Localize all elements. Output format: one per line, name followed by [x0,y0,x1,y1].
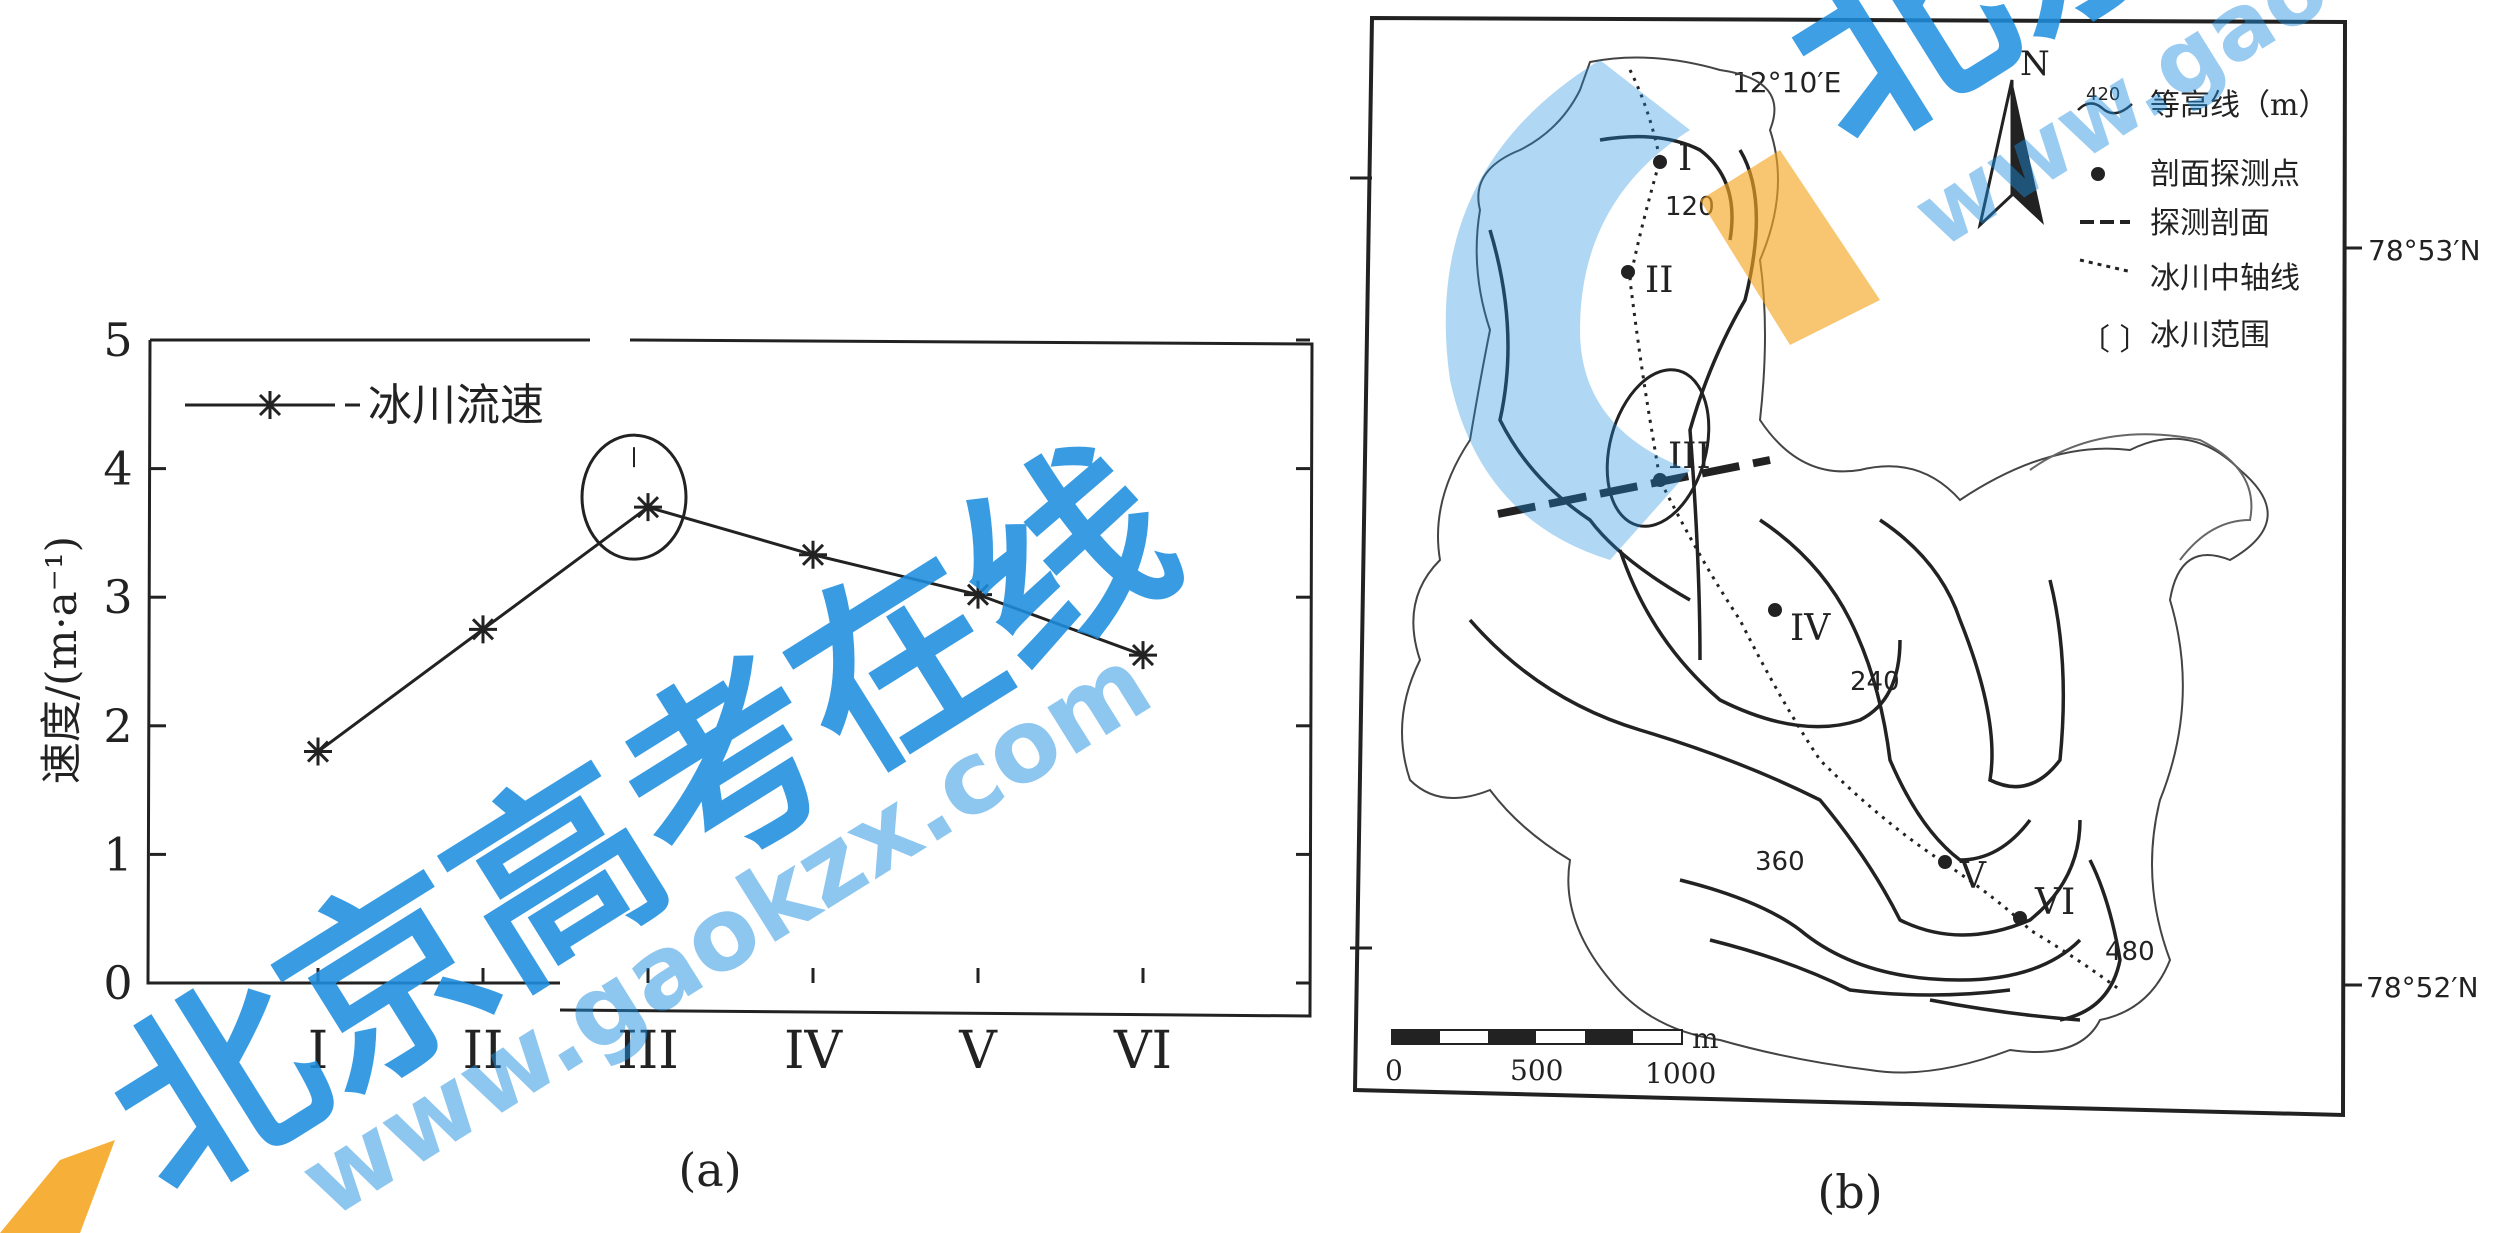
svg-text:N: N [2020,44,2050,84]
probe-point-IV [1768,603,1782,617]
x-axis: I II III IV V VI [308,968,1172,1081]
chart-caption: (a) [678,1143,741,1197]
y-tick-label: 2 [103,699,132,753]
watermark-blue-swoosh [1445,60,1690,560]
data-point-II [469,615,497,644]
data-point-VI [1129,641,1157,670]
scale-label-1000: 1000 [1645,1057,1716,1090]
legend-label: 冰川流速 [368,380,544,431]
x-tick-label: VI [1113,1021,1172,1081]
probe-point-V [1938,855,1952,869]
probe-label-VI: VI [2034,882,2075,923]
chart-frame [146,338,1314,1018]
map-highlight-ellipse [1605,368,1711,528]
scale-unit: m [1692,1022,1719,1055]
legend-dash-label: 探测剖面 [2150,206,2270,241]
data-point-V [964,580,992,609]
probe-point-III [1653,473,1667,487]
highlight-ellipse [580,433,688,561]
data-point-IV [799,540,827,569]
legend-marker-icon [256,391,284,419]
glacier-extent-outline [1401,56,2269,1074]
watermark-orange-wedge-1 [0,1140,115,1233]
watermark-orange-wedge-2 [1700,150,1880,345]
y-tick-label: 0 [103,956,132,1010]
scale-bar: 0 500 1000 m [1385,1022,1719,1090]
chart-legend: 冰川流速 [185,380,544,431]
series-velocity [304,493,1157,766]
x-tick-label: IV [784,1021,844,1081]
probe-label-I: I [1678,138,1692,179]
legend-contour-label: 等高线（m） [2150,88,2328,123]
lat-label-bottom: 78°52′N [2366,971,2479,1004]
y-tick-label: 1 [103,827,132,881]
series-line [317,505,1144,753]
scale-label-0: 0 [1385,1054,1403,1087]
x-tick-label: I [308,1021,329,1081]
contour-label-480: 480 [2105,937,2155,967]
y-tick-label: 4 [103,442,132,496]
probe-label-II: II [1645,260,1673,301]
scale-label-500: 500 [1510,1054,1563,1087]
profile-line-III [1497,456,1771,518]
probe-point-I [1653,155,1667,169]
dot-icon [2091,167,2105,181]
y-tick-label: 3 [103,570,132,624]
lat-label-top: 78°53′N [2368,234,2481,267]
contour-icon [2077,102,2133,115]
y-axis-label: 速度/(m·a⁻¹) [37,536,86,784]
bracket-icon: 〔 〕 [2080,323,2150,358]
map-caption: (b) [1817,1165,1882,1219]
map-frame [1352,15,2348,1118]
map-legend: 420 〔 〕 等高线（m） 剖面探测点 探测剖面 冰川中轴线 冰川范围 [2077,84,2328,358]
legend-bracket-label: 冰川范围 [2150,318,2270,353]
probe-label-III: III [1668,436,1711,477]
probe-point-VI [2013,911,2027,925]
legend-dot-label: 剖面探测点 [2150,157,2300,192]
contour-label-360: 360 [1755,847,1805,877]
north-arrow-icon: N [1977,44,2050,230]
y-tick-label: 5 [103,313,132,367]
legend-dotted-label: 冰川中轴线 [2150,261,2300,296]
probe-point-II [1621,265,1635,279]
watermark-brand: 北京高考在线 [72,407,1213,1233]
x-tick-label: V [958,1021,998,1081]
data-point-III [634,493,662,522]
probe-label-V: V [1959,856,1987,897]
longitude-label: 12°10′E [1732,66,1841,99]
glacier-central-axis [1628,69,2121,992]
legend-contour-sample: 420 [2086,84,2120,105]
probe-label-IV: IV [1790,608,1831,649]
x-tick-label: III [617,1021,679,1081]
data-point-I [304,737,332,766]
contour-label-240: 240 [1850,667,1900,697]
dotted-icon [2079,258,2133,274]
x-tick-label: II [462,1021,503,1081]
y-axis: 0 1 2 3 4 5 [103,313,1310,1010]
